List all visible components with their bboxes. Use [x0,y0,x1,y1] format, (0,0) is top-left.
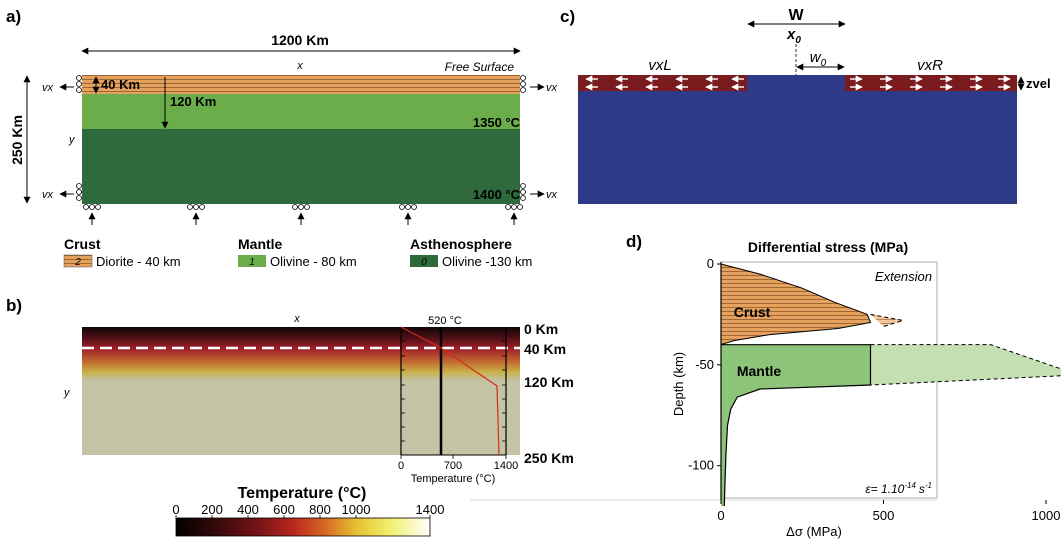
height-label: 250 Km [9,115,25,165]
temperature-field [82,327,520,455]
stress-mantle-label: Mantle [737,363,782,379]
w-label: W [788,7,804,24]
crust-layer [82,75,520,94]
vxl-label: vxL [648,57,671,74]
y-axis-label: y [68,134,76,146]
left-plate [578,75,747,91]
stress-y-tick-label: -50 [695,357,714,372]
stress-area-mantle-dashed [870,344,1061,385]
colorbar-tick-1400: 1400 [416,502,445,517]
depth-label-120: 120 Km [524,374,574,390]
stress-marks [720,263,1061,507]
w0-label: w0 [810,49,827,69]
stress-area-crust [721,264,871,345]
stress-axis-ticks: 0 500 1000 0 -50 -100 [688,256,1060,523]
right-top-vx-label: vx [546,82,558,94]
legend-crust-text: Diorite - 40 km [96,254,181,269]
vxr-label: vxR [917,57,943,74]
temp-1400-label: 1400 °C [473,187,521,202]
panel-c: c) W x0 w0 vxL vxR zve [560,7,1051,204]
panel-a: a) 1200 Km x Free Surface 40 Km 120 Km 1… [6,7,558,269]
right-velocity-arrows [850,75,1011,91]
stress-x-tick-label: 0 [717,508,724,523]
depth-label-40: 40 Km [524,341,566,357]
colorbar-tick-600: 600 [273,502,295,517]
inset-tick-700: 700 [444,460,462,472]
legend-crust-swatch [63,254,93,268]
left-top-vx-label: vx [42,82,54,94]
model-domain [578,75,1017,204]
panel-b-label: b) [6,296,22,315]
mantle-layer [82,94,520,129]
legend-asthenosphere-index: 0 [421,257,427,268]
inset-xlabel: Temperature (°C) [411,473,495,485]
colorbar-tick-800: 800 [309,502,331,517]
x0-label: x0 [786,26,801,46]
bottom-rollers [83,204,523,225]
stress-xlabel: Δσ (MPa) [786,524,842,539]
panel-d-label: d) [626,232,642,251]
left-velocity-arrows [585,75,744,91]
stress-line-mantle-dashed [870,344,1061,386]
legend-crust-title: Crust [64,236,101,252]
lithosphere-thickness-label: 120 Km [170,94,216,109]
depth-label-0: 0 Km [524,321,558,337]
stress-crust-label: Crust [734,304,771,320]
geotherm-inset: 520 °C 0 700 1400 Temperature (°C) [398,315,518,485]
stress-area-crust-dashed [870,314,903,327]
depth-label-250: 250 Km [524,450,574,466]
legend-mantle-title: Mantle [238,236,283,252]
stress-chart-title: Differential stress (MPa) [748,239,908,255]
extension-label: Extension [875,269,932,284]
colorbar-ticks [175,515,431,518]
stress-y-tick-label: -100 [688,458,714,473]
legend-asthenosphere-text: Olivine -130 km [442,254,532,269]
colorbar-tick-1000: 1000 [342,502,371,517]
stress-y-tick-label: 0 [707,256,714,271]
left-bottom-vx-label: vx [42,189,54,201]
stress-area-mantle [721,344,871,506]
crust-thickness-label: 40 Km [101,77,140,92]
stress-x-tick-label: 500 [873,508,895,523]
asthenosphere-layer [82,129,520,204]
stress-line-crust [720,263,872,346]
panel-d: d) Differential stress (MPa) 0 500 1000 0 -5… [470,232,1061,539]
stress-ylabel: Depth (km) [671,352,686,416]
legend-mantle-index: 1 [249,257,255,268]
colorbar-title: Temperature (°C) [238,485,367,502]
stress-x-tick-label: 1000 [1032,508,1061,523]
panel-a-label: a) [6,7,21,26]
inset-tick-1400: 1400 [494,460,518,472]
zvel-label: zvel [1026,76,1051,91]
legend-asthenosphere-swatch [410,255,438,267]
panel-b: b) x y 520 °C 0 700 [6,296,574,537]
width-label: 1200 Km [271,32,329,48]
temp-1350-label: 1350 °C [473,115,521,130]
legend-asthenosphere-title: Asthenosphere [410,236,512,252]
colorbar-tick-200: 200 [201,502,223,517]
free-surface-label: Free Surface [445,60,515,74]
side-rollers [76,75,526,201]
panel-b-x-axis-label: x [293,313,300,325]
legend-crust-index: 2 [74,257,81,268]
right-bottom-vx-label: vx [546,189,558,201]
right-plate [845,75,1017,91]
inset-tick-0: 0 [398,460,404,472]
panel-b-y-axis-label: y [63,387,71,399]
colorbar-tick-400: 400 [237,502,259,517]
strain-rate-label: ε= 1.10-14 s-1 [865,481,932,496]
stress-line-mantle [721,344,872,507]
geotherm-curve [400,326,500,456]
legend-mantle-swatch [238,255,266,267]
colorbar-tick-0: 0 [172,502,179,517]
colorbar [175,517,431,537]
panel-c-label: c) [560,7,575,26]
inset-520-label: 520 °C [428,315,462,327]
legend-mantle-text: Olivine - 80 km [270,254,357,269]
x-axis-label: x [296,60,303,72]
layer-legend: Crust 2 Diorite - 40 km Mantle 1 Olivine… [63,236,532,269]
